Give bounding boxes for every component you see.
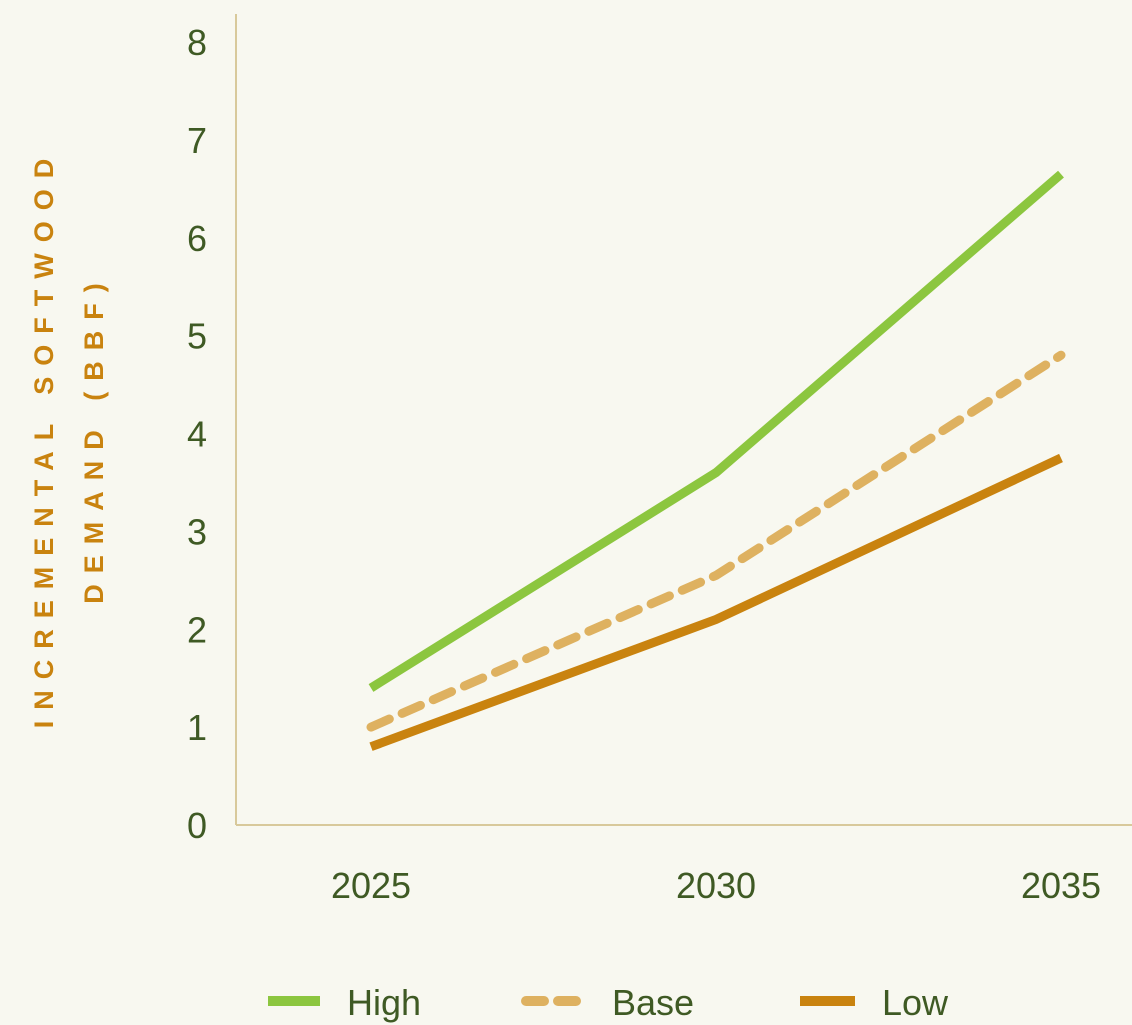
series-lines <box>366 170 1066 751</box>
y-axis-label-line-2: DEMAND (BBF) <box>79 272 109 603</box>
y-tick-label: 0 <box>187 805 207 846</box>
y-axis-label: INCREMENTAL SOFTWOOD DEMAND (BBF) <box>29 148 109 728</box>
x-tick-label: 2030 <box>676 865 756 906</box>
legend-item-low: Low <box>800 982 949 1023</box>
legend-label: Base <box>612 982 694 1023</box>
y-tick-label: 6 <box>187 218 207 259</box>
y-axis-label-line-1: INCREMENTAL SOFTWOOD <box>29 148 59 728</box>
y-tick-label: 7 <box>187 120 207 161</box>
y-tick-label: 4 <box>187 414 207 455</box>
legend-item-base: Base <box>521 982 694 1023</box>
x-tick-label: 2035 <box>1021 865 1101 906</box>
series-line-high <box>368 170 1064 692</box>
legend-item-high: High <box>268 982 421 1023</box>
y-axis-ticks: 0 1 2 3 4 5 6 7 8 <box>187 22 207 846</box>
series-line-low <box>369 453 1063 751</box>
y-tick-label: 1 <box>187 707 207 748</box>
y-tick-label: 2 <box>187 609 207 650</box>
series-line-base <box>366 350 1066 732</box>
legend: High Base Low <box>268 982 949 1023</box>
x-axis-ticks: 2025 2030 2035 <box>331 865 1101 906</box>
y-tick-label: 8 <box>187 22 207 63</box>
y-tick-label: 5 <box>187 316 207 357</box>
y-tick-label: 3 <box>187 511 207 552</box>
legend-label: Low <box>882 982 949 1023</box>
x-tick-label: 2025 <box>331 865 411 906</box>
legend-label: High <box>347 982 421 1023</box>
